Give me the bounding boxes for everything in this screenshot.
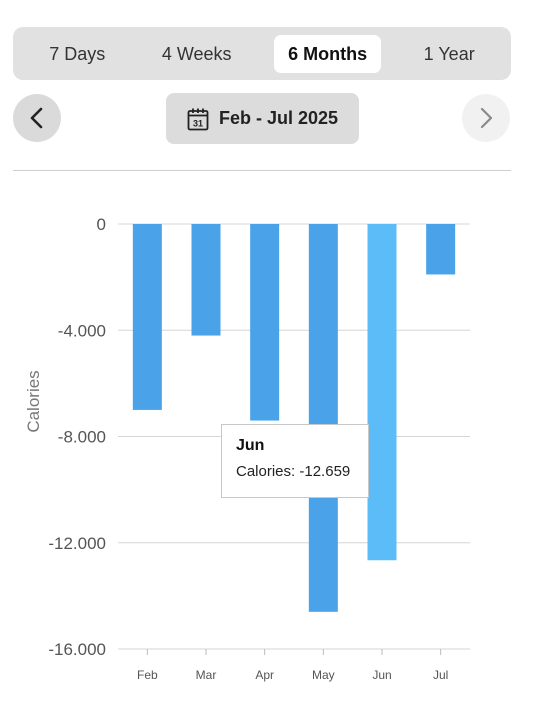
- tooltip-title: Jun: [236, 437, 265, 454]
- x-tick-label: Jun: [372, 668, 391, 682]
- bar: [308, 224, 338, 612]
- bar: [367, 224, 397, 561]
- y-tick-label: -16.000: [48, 640, 106, 659]
- chart-tooltip: Jun Calories: -12.659: [221, 424, 369, 498]
- date-range-label: Feb - Jul 2025: [218, 108, 339, 128]
- tab-1-year[interactable]: 1 Year: [423, 43, 475, 64]
- next-period-button[interactable]: [462, 94, 510, 142]
- x-tick-label: Jul: [433, 668, 448, 682]
- tooltip-value-line: Calories: -12.659: [236, 463, 351, 480]
- bar: [132, 224, 162, 410]
- x-tick-label: Feb: [137, 668, 158, 682]
- chevron-left-icon: [30, 107, 43, 129]
- tab-4-weeks[interactable]: 4 Weeks: [161, 43, 232, 64]
- x-tick-label: Apr: [255, 668, 274, 682]
- bar: [191, 224, 221, 336]
- tooltip-value: -12.659: [299, 463, 351, 480]
- x-tick-label: Mar: [196, 668, 217, 682]
- chevron-right-icon: [480, 107, 493, 129]
- tab-6-months[interactable]: 6 Months: [274, 34, 382, 73]
- bar: [250, 224, 280, 421]
- x-tick-label: May: [312, 668, 335, 682]
- calendar-icon: 31: [187, 108, 209, 130]
- bar: [426, 224, 456, 275]
- svg-text:31: 31: [193, 118, 203, 128]
- y-tick-label: -12.000: [48, 534, 106, 553]
- y-tick-label: -4.000: [58, 321, 106, 340]
- tab-7-days[interactable]: 7 Days: [49, 43, 106, 64]
- tooltip-series-label: Calories: [236, 463, 292, 480]
- date-range-selector[interactable]: 31 Feb - Jul 2025: [166, 93, 359, 144]
- y-axis-label: Calories: [24, 370, 43, 432]
- previous-period-button[interactable]: [13, 94, 61, 142]
- header-divider: [13, 170, 511, 171]
- y-tick-label: 0: [97, 215, 106, 234]
- range-segmented-control: 7 Days 4 Weeks 6 Months 1 Year: [13, 27, 511, 80]
- y-tick-label: -8.000: [58, 428, 106, 447]
